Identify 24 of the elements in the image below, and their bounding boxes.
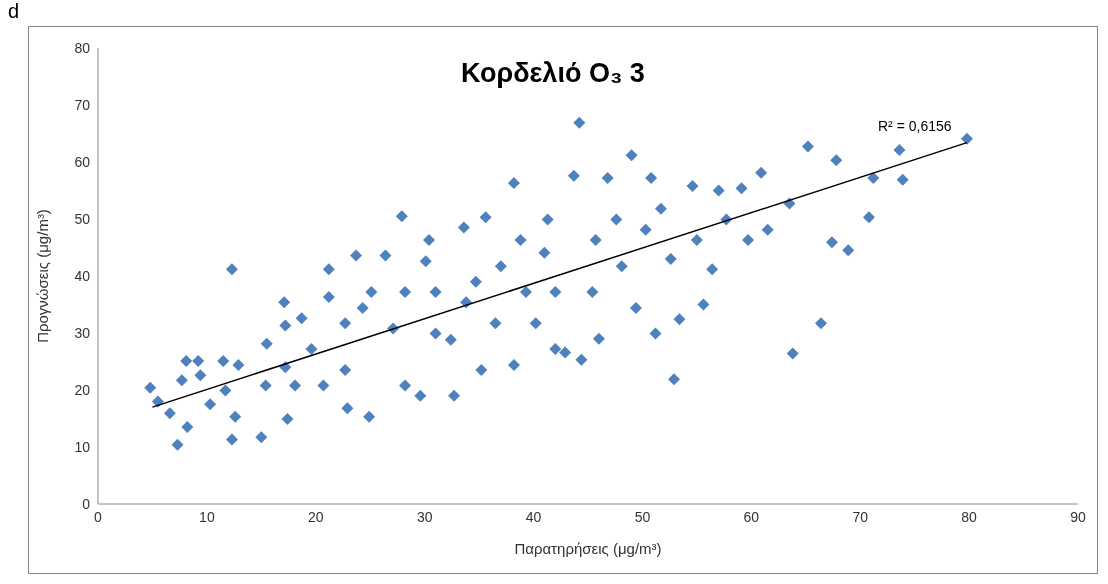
x-tick-label: 0 [94,508,103,525]
y-axis-title: Προγνώσεις (μg/m³) [34,209,52,343]
x-tick-label: 50 [634,508,651,525]
y-tick-label: 70 [74,96,91,113]
y-tick-label: 0 [82,495,91,512]
y-tick-label: 60 [74,153,91,170]
annotation: R² = 0,6156 [878,118,952,134]
x-tick-label: 70 [852,508,869,525]
x-tick-label: 10 [199,508,215,525]
text: d [8,0,20,23]
x-tick-label: 20 [307,508,324,525]
y-tick-label: 10 [74,438,91,455]
x-tick-label: 40 [525,508,542,525]
x-tick-label: 30 [416,508,433,525]
y-tick-label: 80 [74,39,91,56]
y-tick-label: 40 [74,267,91,284]
chart-title: Κορδελιό O₃ 3 [460,58,646,89]
x-tick-label: 80 [961,508,978,525]
y-tick-label: 30 [74,324,91,341]
y-tick-label: 50 [74,210,91,227]
y-tick-label: 20 [74,381,91,398]
x-axis-title: Παρατηρήσεις (μg/m³) [514,540,662,557]
x-tick-label: 90 [1070,508,1086,525]
x-tick-label: 60 [743,508,760,525]
